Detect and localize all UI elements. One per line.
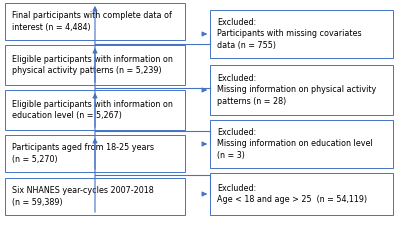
Text: Excluded:
Missing information on physical activity
patterns (n = 28): Excluded: Missing information on physica… bbox=[217, 74, 376, 106]
Text: Excluded:
Age < 18 and age > 25  (n = 54,119): Excluded: Age < 18 and age > 25 (n = 54,… bbox=[217, 184, 368, 204]
FancyBboxPatch shape bbox=[5, 135, 185, 172]
Text: Six NHANES year-cycles 2007-2018
(n = 59,389): Six NHANES year-cycles 2007-2018 (n = 59… bbox=[12, 187, 154, 207]
FancyBboxPatch shape bbox=[210, 173, 393, 215]
Text: Final participants with complete data of
interest (n = 4,484): Final participants with complete data of… bbox=[12, 11, 172, 32]
FancyBboxPatch shape bbox=[5, 90, 185, 130]
FancyBboxPatch shape bbox=[5, 3, 185, 40]
Text: Eligible participants with information on
education level (n = 5,267): Eligible participants with information o… bbox=[12, 100, 173, 120]
FancyBboxPatch shape bbox=[210, 10, 393, 58]
FancyBboxPatch shape bbox=[210, 65, 393, 115]
FancyBboxPatch shape bbox=[210, 120, 393, 168]
Text: Participants aged from 18-25 years
(n = 5,270): Participants aged from 18-25 years (n = … bbox=[12, 144, 154, 164]
Text: Excluded:
Missing information on education level
(n = 3): Excluded: Missing information on educati… bbox=[217, 128, 373, 160]
FancyBboxPatch shape bbox=[5, 178, 185, 215]
Text: Excluded:
Participants with missing covariates
data (n = 755): Excluded: Participants with missing cova… bbox=[217, 18, 362, 50]
Text: Eligible participants with information on
physical activity patterns (n = 5,239): Eligible participants with information o… bbox=[12, 55, 173, 75]
FancyBboxPatch shape bbox=[5, 45, 185, 85]
